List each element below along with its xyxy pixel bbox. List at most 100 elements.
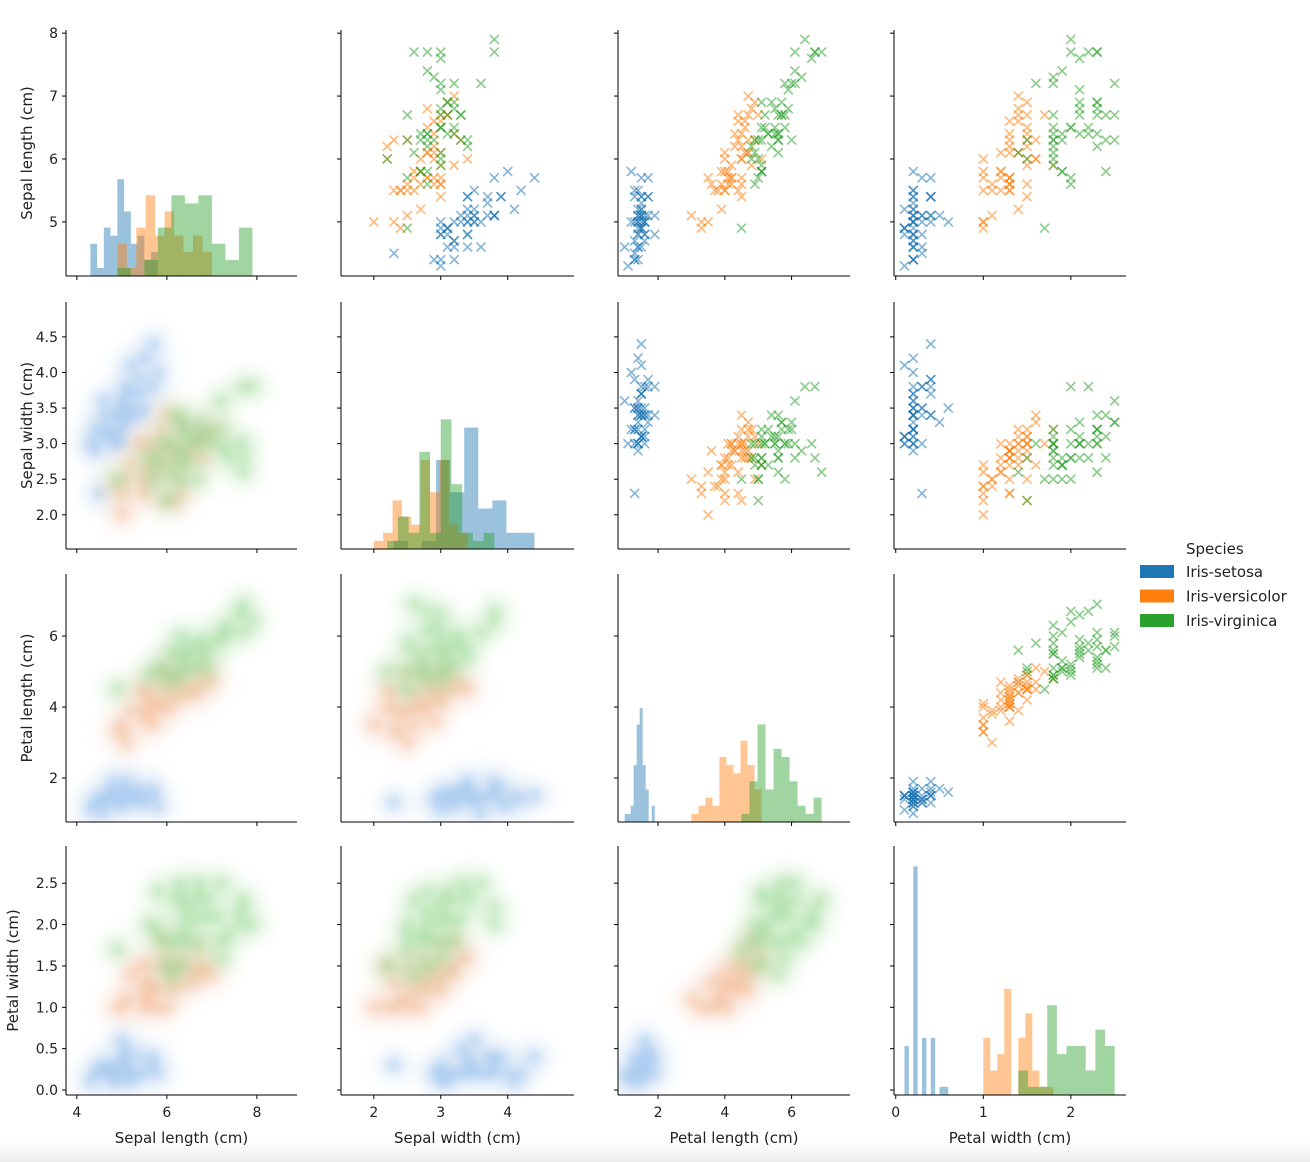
- point-iris-virginica: [1065, 606, 1076, 617]
- point-iris-setosa: [529, 172, 540, 183]
- point-iris-versicolor: [726, 459, 737, 471]
- point-iris-virginica: [756, 97, 767, 108]
- point-iris-versicolor: [415, 204, 426, 215]
- point-iris-virginica: [1048, 673, 1059, 684]
- point-iris-virginica: [1030, 438, 1041, 449]
- hist-bar-iris-setosa: [636, 724, 640, 822]
- point-iris-virginica: [422, 135, 433, 146]
- point-iris-versicolor: [709, 481, 720, 492]
- point-iris-versicolor: [978, 172, 989, 183]
- hist-bar-iris-virginica: [813, 797, 822, 822]
- point-iris-setosa: [925, 410, 936, 421]
- hist-bar-iris-virginica: [225, 259, 239, 276]
- point-iris-setosa: [899, 431, 910, 442]
- point-iris-virginica: [1092, 634, 1103, 645]
- point-iris-setosa: [934, 783, 945, 794]
- point-iris-versicolor: [1022, 109, 1033, 121]
- point-iris-versicolor: [995, 677, 1006, 688]
- hist-bar-iris-setosa: [922, 1037, 927, 1095]
- point-iris-virginica: [736, 474, 747, 485]
- panel-petal-width-cm-vs-sepal-length-cm: 4 6 8 0.0 0.5 1.0 1.5 2.0 2.5 Sepal length (cm) Pe…: [4, 846, 297, 1147]
- hist-bar-iris-virginica: [440, 419, 452, 549]
- hist-bar-iris-setosa: [624, 813, 628, 822]
- point-iris-versicolor: [709, 185, 720, 196]
- point-iris-virginica: [1074, 652, 1085, 663]
- point-iris-versicolor: [736, 410, 747, 421]
- point-iris-virginica: [1048, 631, 1059, 642]
- point-iris-versicolor: [1039, 438, 1050, 449]
- point-iris-virginica: [789, 395, 800, 407]
- point-iris-virginica: [1074, 417, 1085, 428]
- point-iris-setosa: [916, 438, 928, 449]
- point-iris-setosa: [636, 360, 647, 371]
- point-iris-versicolor: [736, 179, 747, 190]
- point-iris-virginica: [408, 46, 420, 58]
- hist-bar-iris-versicolor: [458, 532, 468, 549]
- point-iris-virginica: [1092, 467, 1103, 478]
- hist-bar-iris-setosa: [478, 508, 493, 549]
- point-iris-versicolor: [749, 474, 760, 485]
- hist-bar-iris-virginica: [483, 532, 495, 549]
- x-axis-label: Petal width (cm): [949, 1129, 1071, 1147]
- hist-bar-iris-versicolor: [183, 251, 193, 276]
- panel-petal-length-cm-vs-petal-width-cm: [890, 574, 1126, 826]
- point-iris-versicolor: [1004, 116, 1015, 127]
- point-iris-versicolor: [986, 185, 998, 196]
- hist-bar-iris-virginica: [1085, 1070, 1096, 1095]
- point-iris-setosa: [916, 794, 928, 805]
- point-iris-versicolor: [1030, 135, 1041, 146]
- kde-iris-virginica-core: [112, 878, 258, 980]
- panel-petal-width-cm-vs-petal-length-cm: 2 4 6 Petal length (cm): [614, 846, 850, 1147]
- point-iris-setosa: [908, 254, 919, 265]
- hist-bar-iris-versicolor: [192, 235, 203, 276]
- point-iris-versicolor: [743, 109, 754, 121]
- x-tick-label: 4: [72, 1105, 81, 1121]
- point-iris-setosa: [943, 787, 954, 798]
- hist-bar-iris-versicolor: [1025, 1013, 1033, 1095]
- plot-area: [360, 591, 548, 822]
- hist-bar-iris-setosa: [124, 211, 131, 276]
- kde-iris-virginica-core: [112, 381, 258, 506]
- point-iris-virginica: [1057, 666, 1068, 677]
- point-iris-virginica: [759, 109, 770, 121]
- point-iris-versicolor: [1030, 684, 1041, 695]
- hist-bar-iris-setosa: [110, 235, 118, 276]
- point-iris-versicolor: [995, 705, 1006, 716]
- hist-bar-iris-setosa: [520, 532, 535, 549]
- panel-sepal-width-cm-vs-sepal-width-cm: [337, 302, 574, 553]
- panel-petal-length-cm-vs-sepal-length-cm: 2 4 6 Petal length (cm): [18, 574, 297, 826]
- point-iris-virginica: [1100, 410, 1111, 421]
- point-iris-versicolor: [726, 172, 737, 183]
- point-iris-virginica: [1048, 620, 1059, 631]
- point-iris-virginica: [1109, 627, 1120, 638]
- hist-bar-iris-virginica: [419, 451, 431, 549]
- point-iris-virginica: [1100, 431, 1111, 442]
- point-iris-virginica: [1074, 84, 1085, 95]
- point-iris-setosa: [636, 197, 647, 209]
- point-iris-versicolor: [978, 712, 989, 723]
- point-iris-setosa: [649, 381, 660, 392]
- hist-bar-iris-versicolor: [990, 1070, 998, 1095]
- point-iris-versicolor: [1030, 153, 1041, 165]
- point-iris-setosa: [629, 402, 640, 414]
- hist-bar-iris-setosa: [627, 813, 631, 822]
- point-iris-versicolor: [1030, 459, 1041, 471]
- point-iris-setosa: [626, 166, 637, 177]
- panel-sepal-width-cm-vs-petal-width-cm: [890, 302, 1126, 553]
- point-iris-versicolor: [746, 424, 757, 435]
- point-iris-virginica: [1022, 495, 1033, 506]
- point-iris-virginica: [756, 438, 767, 449]
- plot-area: [624, 708, 822, 822]
- point-iris-setosa: [632, 216, 644, 227]
- hist-bar-iris-versicolor: [1004, 988, 1012, 1095]
- point-iris-versicolor: [716, 204, 727, 215]
- point-iris-versicolor: [719, 495, 730, 506]
- point-iris-virginica: [756, 160, 767, 171]
- point-iris-virginica: [1057, 166, 1068, 177]
- x-tick-label: 3: [436, 1105, 445, 1121]
- hist-bar-iris-setosa: [450, 492, 465, 549]
- point-iris-versicolor: [986, 709, 998, 720]
- y-tick-label: 3.5: [36, 401, 58, 417]
- point-iris-setosa: [908, 229, 919, 240]
- hist-bar-iris-setosa: [422, 540, 437, 549]
